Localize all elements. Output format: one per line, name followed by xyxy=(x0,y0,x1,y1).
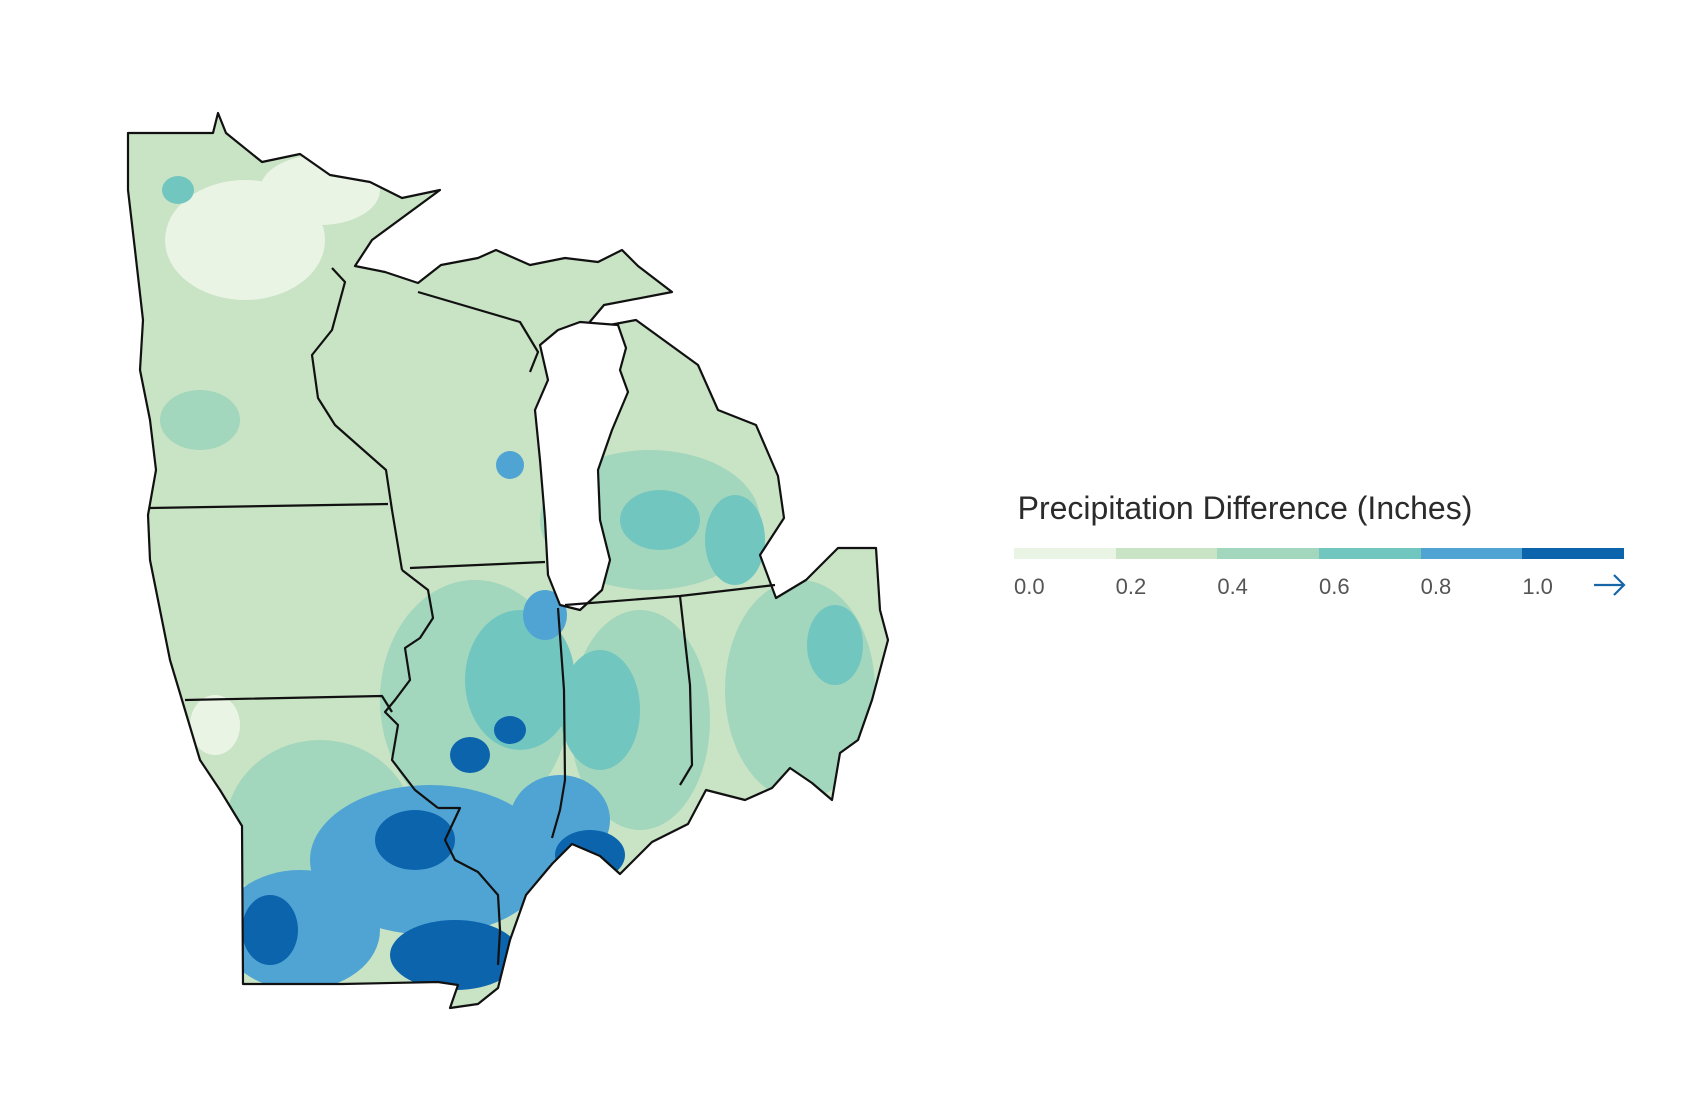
lake-michigan xyxy=(533,320,630,612)
legend-tick-label: 0.4 xyxy=(1217,574,1248,599)
border-in-oh xyxy=(678,595,694,786)
michigan-spot xyxy=(620,490,700,550)
nw-minnesota-spot xyxy=(162,176,194,204)
legend-tick-labels: 0.0 0.2 0.4 0.6 0.8 1.0 xyxy=(1014,574,1624,604)
border-il-mo xyxy=(438,806,502,966)
indiana-teal-area xyxy=(560,650,640,770)
sw-minnesota-spot xyxy=(160,390,240,450)
legend: Precipitation Difference (Inches) 0.0 0.2… xyxy=(1010,490,1630,610)
ohio-mid-area xyxy=(725,580,875,800)
legend-swatch xyxy=(1217,548,1320,559)
missouri-dark-spot xyxy=(375,810,455,870)
arrowhead-light-area xyxy=(260,155,380,225)
border-ia-il xyxy=(383,569,439,809)
nw-missouri-light-area xyxy=(190,695,240,755)
legend-tick-label: 0.8 xyxy=(1420,574,1452,599)
border-ia-mo xyxy=(184,694,393,713)
legend-color-bar xyxy=(1014,548,1625,559)
legend-swatch xyxy=(1522,548,1625,559)
sw-missouri-dark-spot xyxy=(242,895,298,965)
border-mn-wi xyxy=(310,267,404,571)
legend-swatch xyxy=(1115,548,1218,559)
thumb-spot xyxy=(705,495,765,585)
border-wi-il xyxy=(409,560,546,570)
illinois-dark-spot xyxy=(494,716,526,744)
ne-illinois-spot xyxy=(523,590,567,640)
illinois-teal-area xyxy=(465,610,575,750)
legend-title: Precipitation Difference (Inches) xyxy=(1017,490,1473,526)
bootheel-dark-area xyxy=(390,920,520,990)
border-mn-ia xyxy=(149,502,389,510)
legend-swatch xyxy=(1014,548,1116,559)
legend-swatch xyxy=(1319,548,1421,559)
right-arrow-icon xyxy=(1594,574,1626,596)
legend-swatch xyxy=(1420,548,1523,559)
border-wi-upper-mi xyxy=(417,290,540,373)
precipitation-field xyxy=(128,113,888,1008)
ne-ohio-spot xyxy=(807,605,863,685)
legend-tick-label: 0.0 xyxy=(1014,574,1045,599)
indiana-dark-spot xyxy=(555,830,625,880)
state-borders xyxy=(149,267,776,966)
wisconsin-spot xyxy=(496,451,524,479)
central-illinois-spot xyxy=(450,737,490,773)
legend-tick-label: 0.2 xyxy=(1115,574,1147,599)
legend-tick-label: 0.6 xyxy=(1319,574,1350,599)
border-il-in xyxy=(550,607,567,839)
legend-tick-label: 1.0 xyxy=(1522,574,1553,599)
